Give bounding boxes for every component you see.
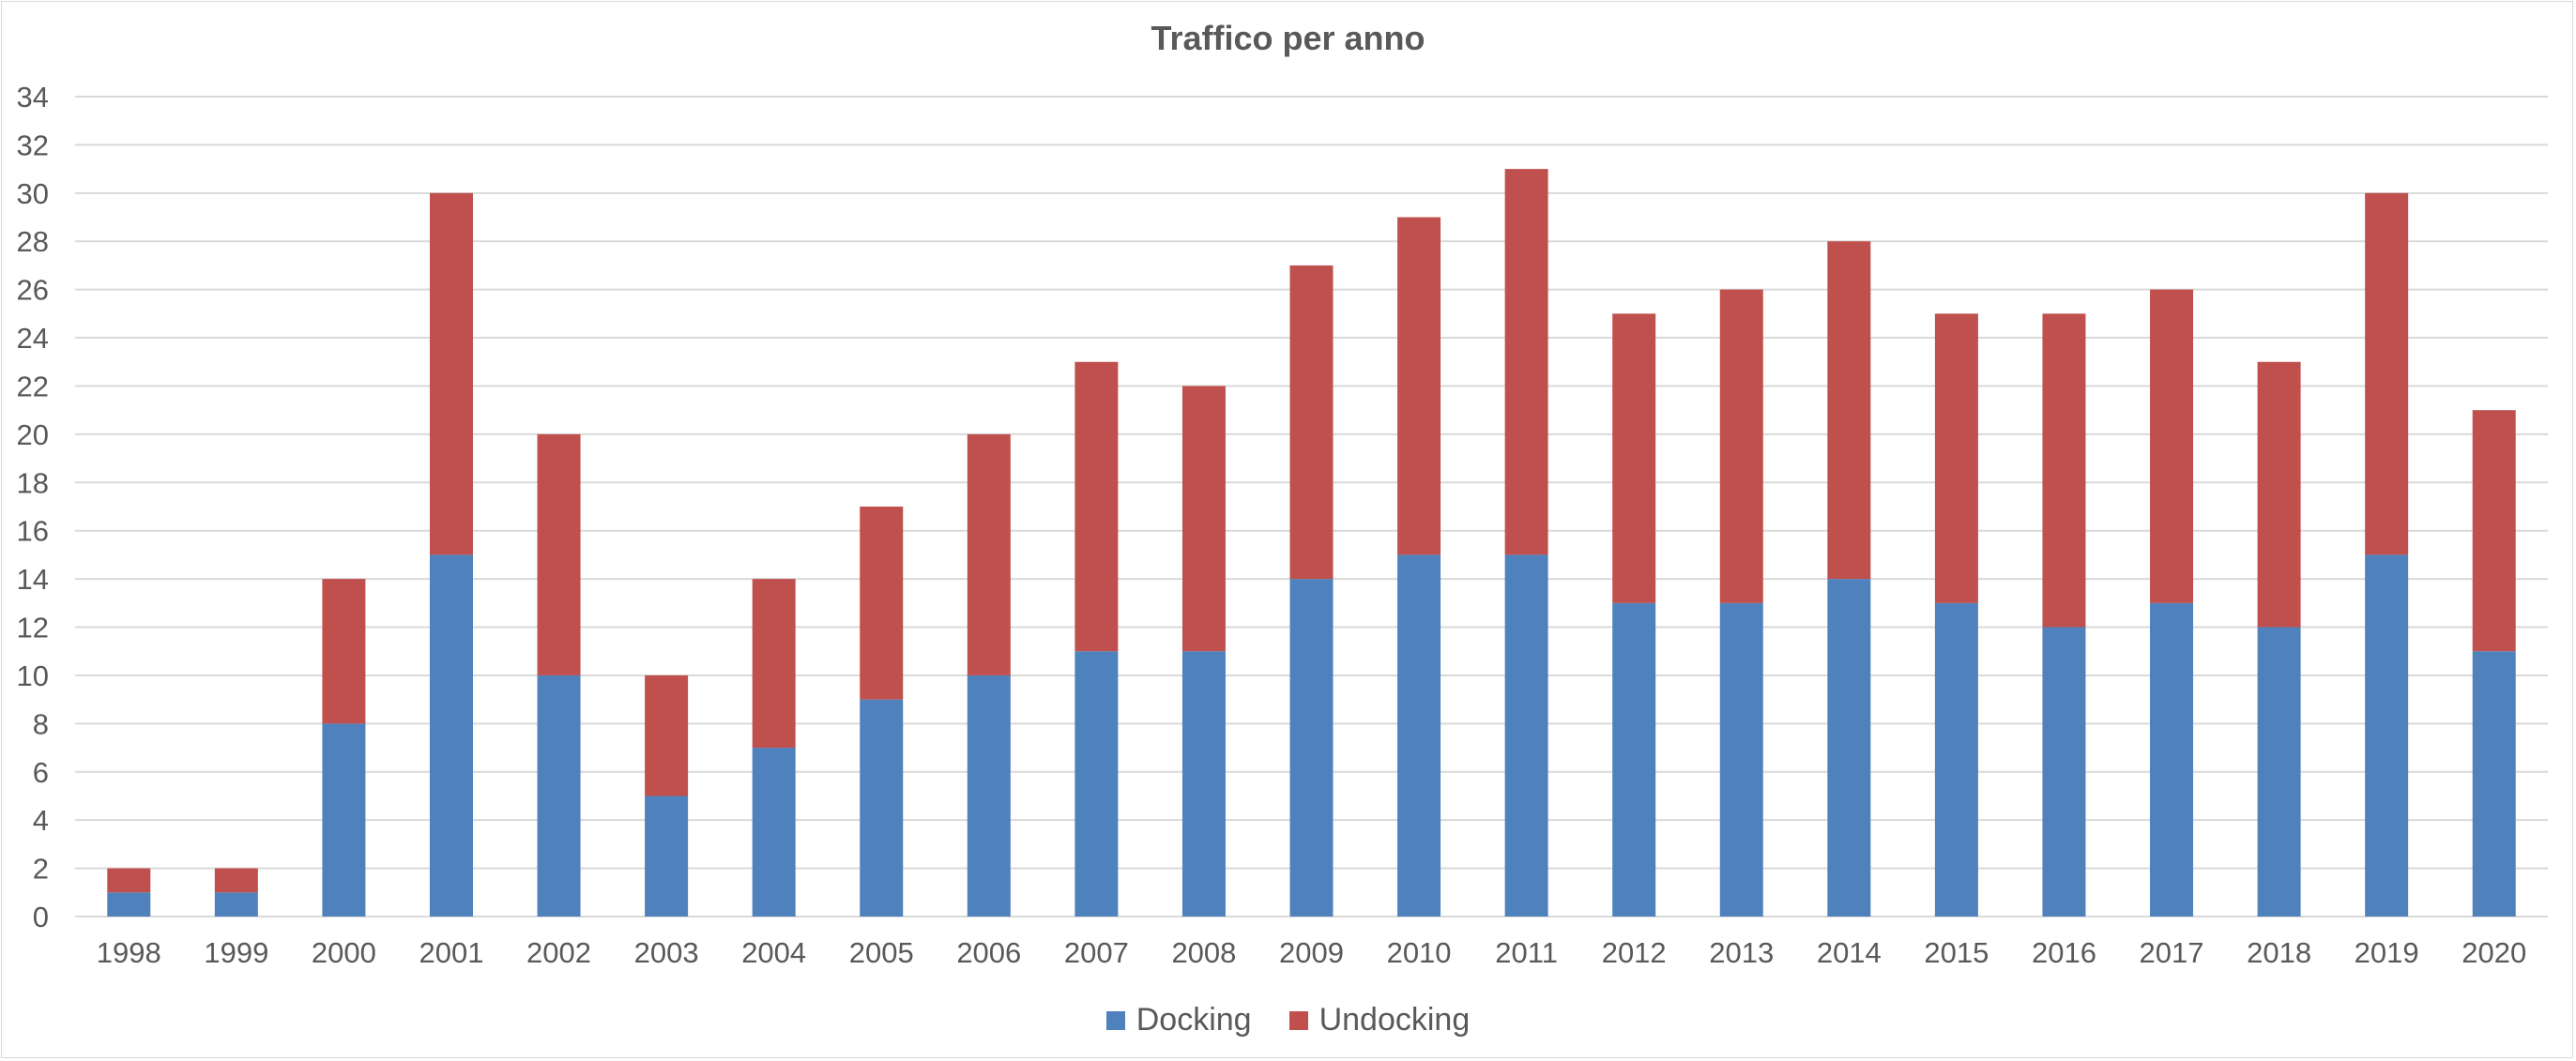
bar-undocking-2005 — [860, 507, 904, 700]
x-tick-label: 2019 — [2355, 936, 2419, 969]
bar-docking-2007 — [1075, 651, 1119, 917]
bar-docking-2001 — [429, 554, 473, 917]
x-tick-label: 2005 — [849, 936, 914, 969]
y-tick-label: 26 — [17, 274, 49, 307]
bar-docking-2012 — [1612, 602, 1656, 917]
bar-undocking-2008 — [1181, 386, 1226, 652]
bar-docking-2015 — [1934, 602, 1978, 917]
x-tick-label: 2003 — [634, 936, 699, 969]
x-tick-label: 2006 — [956, 936, 1021, 969]
x-tick-label: 2008 — [1171, 936, 1236, 969]
x-tick-label: 2017 — [2140, 936, 2204, 969]
x-tick-label: 2002 — [526, 936, 591, 969]
x-tick-label: 2013 — [1709, 936, 1774, 969]
x-tick-label: 2001 — [419, 936, 483, 969]
bar-undocking-2002 — [537, 433, 581, 675]
bar-undocking-2003 — [645, 674, 689, 796]
bar-docking-2000 — [322, 723, 366, 917]
bar-undocking-2018 — [2257, 361, 2301, 628]
bar-docking-1999 — [214, 892, 258, 917]
bar-undocking-2009 — [1289, 265, 1334, 580]
y-tick-label: 30 — [17, 177, 49, 210]
y-tick-label: 0 — [33, 901, 49, 933]
bar-docking-2020 — [2472, 651, 2516, 917]
bar-docking-2009 — [1289, 579, 1334, 917]
y-tick-label: 20 — [17, 418, 49, 451]
legend-label: Docking — [1136, 1002, 1252, 1038]
bar-docking-2002 — [537, 674, 581, 917]
x-tick-label: 2004 — [741, 936, 806, 969]
y-tick-label: 28 — [17, 225, 49, 258]
legend-swatch — [1105, 1010, 1125, 1030]
y-tick-label: 22 — [17, 370, 49, 402]
x-tick-label: 2018 — [2247, 936, 2311, 969]
bar-docking-2008 — [1181, 651, 1226, 917]
legend-item-undocking: Undocking — [1288, 1002, 1471, 1038]
bar-docking-2003 — [645, 796, 689, 917]
x-tick-label: 2007 — [1064, 936, 1129, 969]
bar-docking-2017 — [2150, 602, 2194, 917]
bar-undocking-1998 — [107, 868, 151, 893]
bar-undocking-2004 — [752, 579, 796, 749]
bar-docking-2013 — [1719, 602, 1763, 917]
chart-title: Traffico per anno — [1151, 19, 1425, 57]
bar-undocking-1999 — [214, 868, 258, 893]
x-tick-label: 2016 — [2032, 936, 2096, 969]
chart-legend: Docking Undocking — [0, 1002, 2576, 1038]
bar-undocking-2012 — [1612, 313, 1656, 603]
x-tick-label: 2014 — [1817, 936, 1882, 969]
x-tick-label: 2000 — [312, 936, 376, 969]
legend-swatch — [1288, 1010, 1308, 1030]
y-tick-label: 18 — [17, 466, 49, 499]
bar-undocking-2020 — [2472, 410, 2516, 652]
bar-docking-2011 — [1504, 554, 1548, 917]
y-tick-label: 32 — [17, 129, 49, 161]
bar-undocking-2000 — [322, 579, 366, 724]
y-tick-label: 12 — [17, 612, 49, 644]
x-tick-label: 2020 — [2462, 936, 2526, 969]
y-tick-label: 14 — [17, 563, 49, 596]
bar-undocking-2019 — [2365, 192, 2409, 555]
x-tick-label: 2009 — [1279, 936, 1344, 969]
y-tick-label: 8 — [33, 707, 49, 740]
bar-docking-2004 — [752, 748, 796, 917]
x-tick-label: 2010 — [1387, 936, 1452, 969]
x-tick-label: 1999 — [204, 936, 268, 969]
bar-undocking-2014 — [1827, 241, 1871, 580]
bar-undocking-2006 — [967, 433, 1011, 675]
bar-docking-2019 — [2365, 554, 2409, 917]
y-tick-label: 24 — [17, 322, 49, 355]
y-tick-label: 34 — [17, 81, 49, 114]
bar-docking-1998 — [107, 892, 151, 917]
y-tick-label: 4 — [33, 804, 49, 837]
bar-docking-2010 — [1397, 554, 1441, 917]
bar-undocking-2010 — [1397, 217, 1441, 555]
bar-docking-2018 — [2257, 627, 2301, 917]
x-tick-label: 2011 — [1495, 936, 1558, 969]
bar-undocking-2016 — [2042, 313, 2086, 628]
bar-undocking-2011 — [1504, 169, 1548, 555]
y-tick-label: 16 — [17, 515, 49, 548]
bar-docking-2016 — [2042, 627, 2086, 917]
bar-undocking-2017 — [2150, 289, 2194, 603]
bar-docking-2005 — [860, 699, 904, 917]
legend-item-docking: Docking — [1105, 1002, 1252, 1038]
bar-undocking-2013 — [1719, 289, 1763, 603]
y-tick-label: 10 — [17, 659, 49, 692]
bar-docking-2006 — [967, 674, 1011, 917]
legend-label: Undocking — [1318, 1002, 1471, 1038]
x-tick-label: 2015 — [1924, 936, 1989, 969]
x-tick-label: 1998 — [97, 936, 161, 969]
bar-undocking-2007 — [1075, 361, 1119, 652]
y-tick-label: 6 — [33, 756, 49, 789]
x-tick-label: 2012 — [1602, 936, 1667, 969]
bar-undocking-2001 — [429, 192, 473, 555]
bar-docking-2014 — [1827, 579, 1871, 917]
y-tick-label: 2 — [33, 853, 49, 886]
bar-undocking-2015 — [1934, 313, 1978, 603]
